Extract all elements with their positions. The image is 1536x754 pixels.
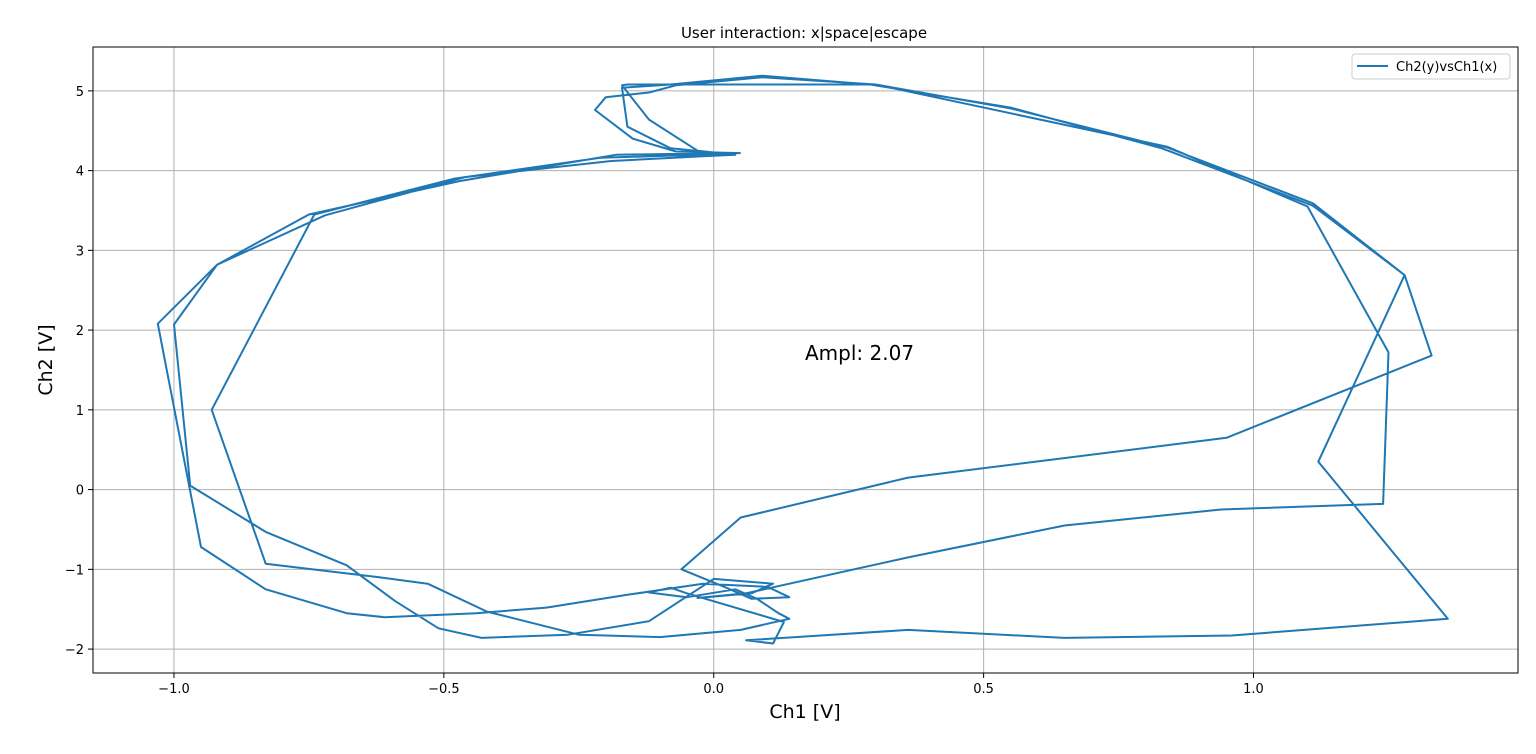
y-axis-label: Ch2 [V] — [35, 324, 57, 395]
y-tick-label: 1 — [76, 404, 84, 419]
y-tick-label: 5 — [76, 85, 84, 100]
x-tick-label: −1.0 — [158, 682, 190, 697]
chart-title: User interaction: x|space|escape — [681, 24, 927, 42]
legend-label: Ch2(y)vsCh1(x) — [1396, 60, 1497, 75]
x-axis-label: Ch1 [V] — [769, 701, 840, 723]
x-tick-label: 0.5 — [973, 682, 994, 697]
x-tick-label: 1.0 — [1243, 682, 1264, 697]
y-tick-label: 0 — [76, 484, 84, 499]
y-tick-label: 4 — [76, 165, 84, 180]
x-tick-label: 0.0 — [703, 682, 724, 697]
y-tick-label: 3 — [76, 244, 84, 259]
y-tick-label: −1 — [65, 563, 84, 578]
legend: Ch2(y)vsCh1(x) — [1352, 54, 1510, 79]
amplitude-annotation: Ampl: 2.07 — [805, 341, 914, 365]
y-tick-label: 2 — [76, 324, 84, 339]
x-tick-label: −0.5 — [428, 682, 460, 697]
y-tick-label: −2 — [65, 643, 84, 658]
